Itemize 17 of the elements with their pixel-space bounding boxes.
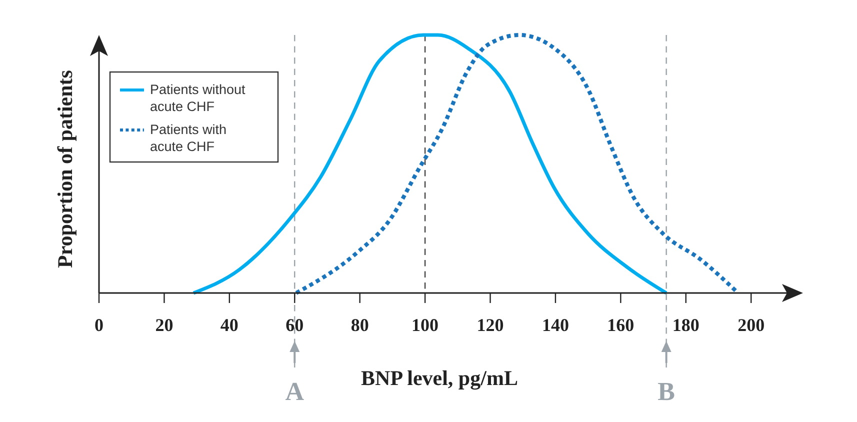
legend-label: Patients without acute CHF [150, 82, 246, 114]
ref-line-label: B [658, 377, 675, 406]
x-tick-label: 0 [94, 315, 104, 335]
ref-line-label: A [285, 377, 304, 406]
legend-label: Patients with acute CHF [150, 122, 227, 154]
x-tick-label: 20 [155, 315, 174, 335]
x-tick-label: 80 [350, 315, 369, 335]
x-tick-label: 120 [476, 315, 504, 335]
x-tick-label: 140 [542, 315, 569, 335]
x-axis-title: BNP level, pg/mL [361, 366, 518, 390]
x-tick-label: 100 [412, 315, 439, 335]
x-tick-label: 40 [220, 315, 238, 335]
x-tick-label: 60 [286, 315, 304, 335]
y-axis-title: Proportion of patients [53, 70, 77, 268]
x-tick-label: 200 [738, 315, 765, 335]
x-tick-label: 180 [672, 315, 700, 335]
x-tick-label: 160 [607, 315, 634, 335]
